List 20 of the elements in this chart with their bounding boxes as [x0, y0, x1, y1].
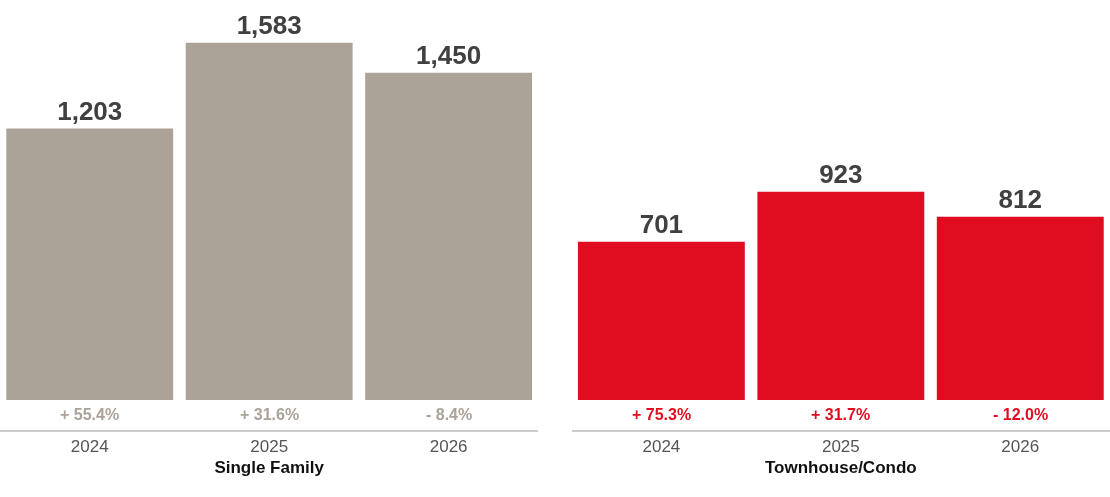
text: - 8.4%: [426, 406, 473, 423]
data-label: 1,583: [236, 9, 302, 40]
data-label: 1,203: [57, 95, 123, 126]
x-tick-label: 2025: [250, 437, 289, 457]
data-label: 701: [639, 208, 684, 239]
x-tick-label: 2024: [70, 437, 109, 457]
text: + 31.6%: [240, 406, 300, 423]
x-axis-title: Single Family: [214, 458, 325, 478]
data-label: 923: [819, 158, 863, 189]
x-axis-title: Townhouse/Condo: [764, 458, 917, 478]
x-tick-label: 2026: [429, 437, 468, 457]
text: - 12.0%: [993, 406, 1049, 423]
data-label: 1,450: [416, 39, 482, 70]
x-tick-label: 2024: [642, 437, 681, 457]
x-tick-label: 2026: [1001, 437, 1040, 457]
x-tick-label: 2025: [821, 437, 860, 457]
text: + 55.4%: [60, 406, 120, 423]
text: + 75.3%: [632, 406, 692, 423]
data-label: 812: [998, 183, 1042, 214]
text: + 31.7%: [811, 406, 871, 423]
